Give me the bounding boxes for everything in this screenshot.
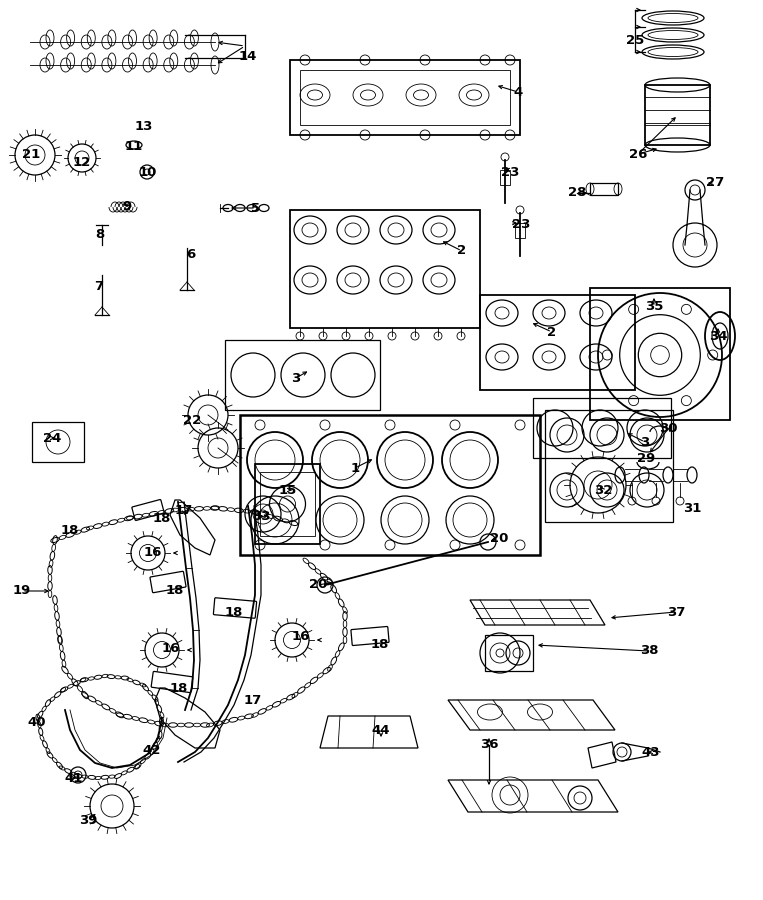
Bar	[500, 170, 510, 185]
Text: 7: 7	[95, 281, 104, 293]
Text: 1: 1	[350, 462, 359, 474]
Bar	[590, 183, 618, 195]
Text: 6: 6	[186, 248, 195, 262]
Text: 39: 39	[79, 814, 97, 826]
Text: 41: 41	[65, 771, 83, 785]
Bar	[290, 60, 520, 135]
Text: 40: 40	[27, 716, 47, 728]
Text: 36: 36	[480, 739, 498, 752]
Text: 32: 32	[594, 483, 612, 497]
Text: 43: 43	[642, 745, 660, 759]
Text: 21: 21	[22, 148, 40, 161]
Bar	[240, 415, 540, 555]
Bar	[515, 223, 525, 238]
Text: 9: 9	[122, 201, 131, 213]
Bar	[225, 340, 380, 410]
Bar	[290, 210, 480, 328]
Text: 30: 30	[658, 422, 678, 436]
Bar	[645, 85, 710, 145]
Text: 20: 20	[490, 532, 508, 544]
Text: 11: 11	[125, 140, 143, 152]
Text: 35: 35	[645, 301, 663, 313]
Text: 17: 17	[175, 503, 193, 517]
Text: 17: 17	[244, 694, 262, 706]
Bar	[260, 472, 315, 536]
Text: 38: 38	[639, 644, 658, 658]
Text: 26: 26	[629, 148, 647, 160]
Text: 4: 4	[513, 86, 523, 98]
Text: 19: 19	[13, 584, 31, 598]
Text: 15: 15	[278, 483, 297, 497]
Text: 28: 28	[568, 186, 586, 200]
Text: 24: 24	[43, 431, 61, 445]
Bar	[300, 70, 510, 125]
Text: 18: 18	[166, 583, 184, 597]
Text: 18: 18	[153, 511, 171, 525]
Text: 22: 22	[183, 415, 201, 428]
Text: 2: 2	[547, 326, 556, 338]
Text: 18: 18	[225, 607, 243, 619]
Text: 16: 16	[143, 546, 163, 560]
Text: 18: 18	[170, 681, 188, 695]
Text: 5: 5	[252, 202, 260, 214]
Text: 44: 44	[372, 724, 390, 737]
Text: 2: 2	[458, 245, 466, 257]
Text: 14: 14	[239, 50, 257, 64]
Text: 8: 8	[95, 229, 105, 241]
Bar	[533, 398, 671, 458]
Text: 25: 25	[626, 34, 644, 48]
Bar	[255, 464, 320, 544]
Text: 34: 34	[709, 329, 727, 343]
Text: 12: 12	[73, 157, 91, 169]
Text: 29: 29	[637, 453, 655, 465]
Text: 16: 16	[291, 631, 311, 644]
Text: 20: 20	[309, 579, 327, 591]
Text: 27: 27	[706, 176, 724, 190]
Bar	[485, 635, 533, 671]
Text: 13: 13	[135, 121, 153, 133]
Text: 16: 16	[162, 642, 180, 654]
Bar	[590, 288, 730, 420]
Text: 33: 33	[252, 509, 270, 523]
Text: 23: 23	[512, 218, 530, 230]
Text: 31: 31	[683, 501, 701, 515]
Text: 18: 18	[371, 637, 389, 651]
Text: 42: 42	[143, 744, 161, 758]
Text: 3: 3	[291, 372, 301, 384]
Text: 37: 37	[667, 606, 685, 618]
Text: 3: 3	[640, 436, 649, 448]
Text: 10: 10	[139, 166, 157, 178]
Text: 23: 23	[501, 166, 519, 178]
Bar	[545, 410, 673, 522]
Bar	[32, 422, 84, 462]
Text: 18: 18	[61, 524, 79, 536]
Bar	[480, 295, 635, 390]
